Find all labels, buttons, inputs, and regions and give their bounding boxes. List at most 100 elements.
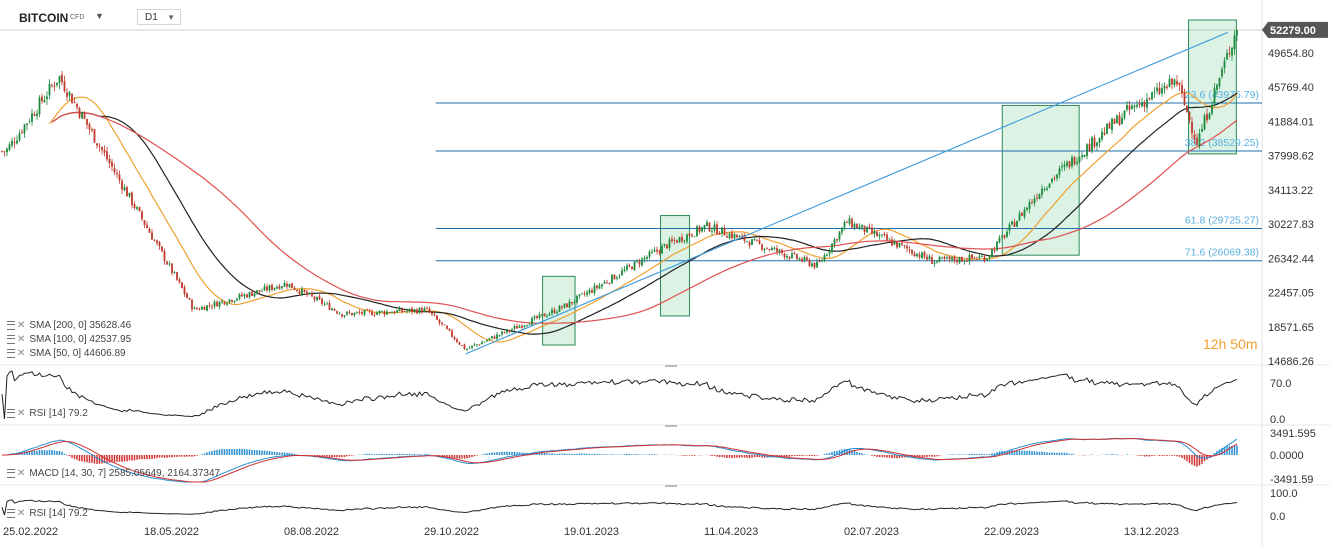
candle-body [398,308,401,312]
candle-body [1028,201,1031,209]
candle-body [213,301,216,307]
candle-body [901,243,903,245]
settings-icon[interactable] [7,348,15,358]
price-tick-label: 26342.44 [1268,253,1314,265]
candle-body [468,347,471,349]
settings-icon[interactable] [7,468,15,478]
candle-body [701,227,703,232]
candle-body [553,309,556,314]
candle-body [716,224,718,235]
settings-icon[interactable] [7,508,15,518]
candle-body [438,319,441,324]
candle-body [1228,52,1231,54]
candle-body [953,256,956,261]
candle-body [1083,155,1086,157]
macd-axis-zero: 0.0000 [1270,450,1304,462]
candle-body [1201,129,1203,132]
candle-body [238,294,241,299]
price-tick-label: 41884.01 [1268,116,1314,128]
close-icon[interactable]: ✕ [17,508,26,519]
close-icon[interactable]: ✕ [17,334,26,345]
candle-body [693,236,696,238]
candle-body [583,293,586,295]
date-tick-label: 29.10.2022 [424,526,479,538]
candle-body [718,233,721,235]
candle-body [528,324,531,326]
candle-body [1016,220,1018,227]
candle-body [321,299,323,304]
candle-body [566,303,568,308]
candle-body [41,96,43,102]
rsi2-axis-0: 0.0 [1270,511,1285,523]
candle-body [496,334,498,339]
symbol-dropdown-icon[interactable]: ▼ [95,11,104,21]
candle-body [568,301,571,308]
legend-macd[interactable]: ✕ MACD [14, 30, 7] 2585.05649, 2164.37347 [7,468,220,480]
legend-rsi[interactable]: ✕ RSI [14] 79.2 [7,408,88,420]
candle-body [78,107,81,118]
candle-body [276,286,278,289]
candle-body [361,312,363,314]
candle-body [768,249,771,250]
candle-body [878,234,881,237]
candle-body [916,253,918,257]
legend-sma100[interactable]: ✕ SMA [100, 0] 42537.95 [7,334,131,346]
legend-rsi-2[interactable]: ✕ RSI [14] 79.2 [7,508,88,520]
candle-body [1098,137,1101,143]
price-tick-label: 45769.40 [1268,82,1314,94]
candle-body [1071,157,1073,167]
candle-body [313,296,316,300]
date-tick-label: 13.12.2023 [1124,526,1179,538]
candle-body [726,236,728,238]
chart-toolbar: BITCOIN CFD ▼ D1 ▼ [0,0,1262,26]
candle-body [301,288,303,295]
settings-icon[interactable] [7,320,15,330]
date-tick-label: 19.01.2023 [564,526,619,538]
close-icon[interactable]: ✕ [17,320,26,331]
close-icon[interactable]: ✕ [17,348,26,359]
candle-body [818,261,821,263]
candle-body [498,335,501,336]
candle-body [333,308,336,311]
candle-body [98,145,101,147]
candle-body [756,240,758,241]
candle-body [843,221,846,228]
legend-sma50[interactable]: ✕ SMA [50, 0] 44606.89 [7,348,126,360]
candle-body [1223,60,1226,69]
candle-body [461,345,463,346]
candle-body [1216,84,1218,90]
close-icon[interactable]: ✕ [17,468,26,479]
candle-body [441,322,443,325]
candle-body [983,256,986,262]
candle-body [453,337,456,340]
candle-body [46,96,48,100]
candle-body [308,292,311,295]
candle-body [11,140,13,146]
candle-body [291,283,293,288]
candle-body [316,297,318,301]
candle-body [678,237,681,243]
candle-body [88,124,91,130]
close-icon[interactable]: ✕ [17,408,26,419]
candle-body [551,309,553,314]
candle-body [1158,87,1161,94]
candle-body [596,285,598,288]
candle-body [38,97,41,115]
candle-body [1193,134,1196,140]
timeframe-select[interactable]: D1 ▼ [137,9,181,25]
candle-body [466,348,468,350]
candle-body [343,315,346,317]
settings-icon[interactable] [7,408,15,418]
legend-sma200[interactable]: ✕ SMA [200, 0] 35628.46 [7,320,131,332]
candle-body [1003,235,1006,238]
candle-body [103,149,106,153]
candle-body [108,158,111,164]
settings-icon[interactable] [7,334,15,344]
candle-body [581,293,583,295]
fib-label-1: 23.6 (43975.79) [1185,89,1259,101]
candle-body [268,285,271,291]
candle-body [668,239,671,248]
symbol-name[interactable]: BITCOIN [19,11,69,25]
candle-body [93,129,96,143]
